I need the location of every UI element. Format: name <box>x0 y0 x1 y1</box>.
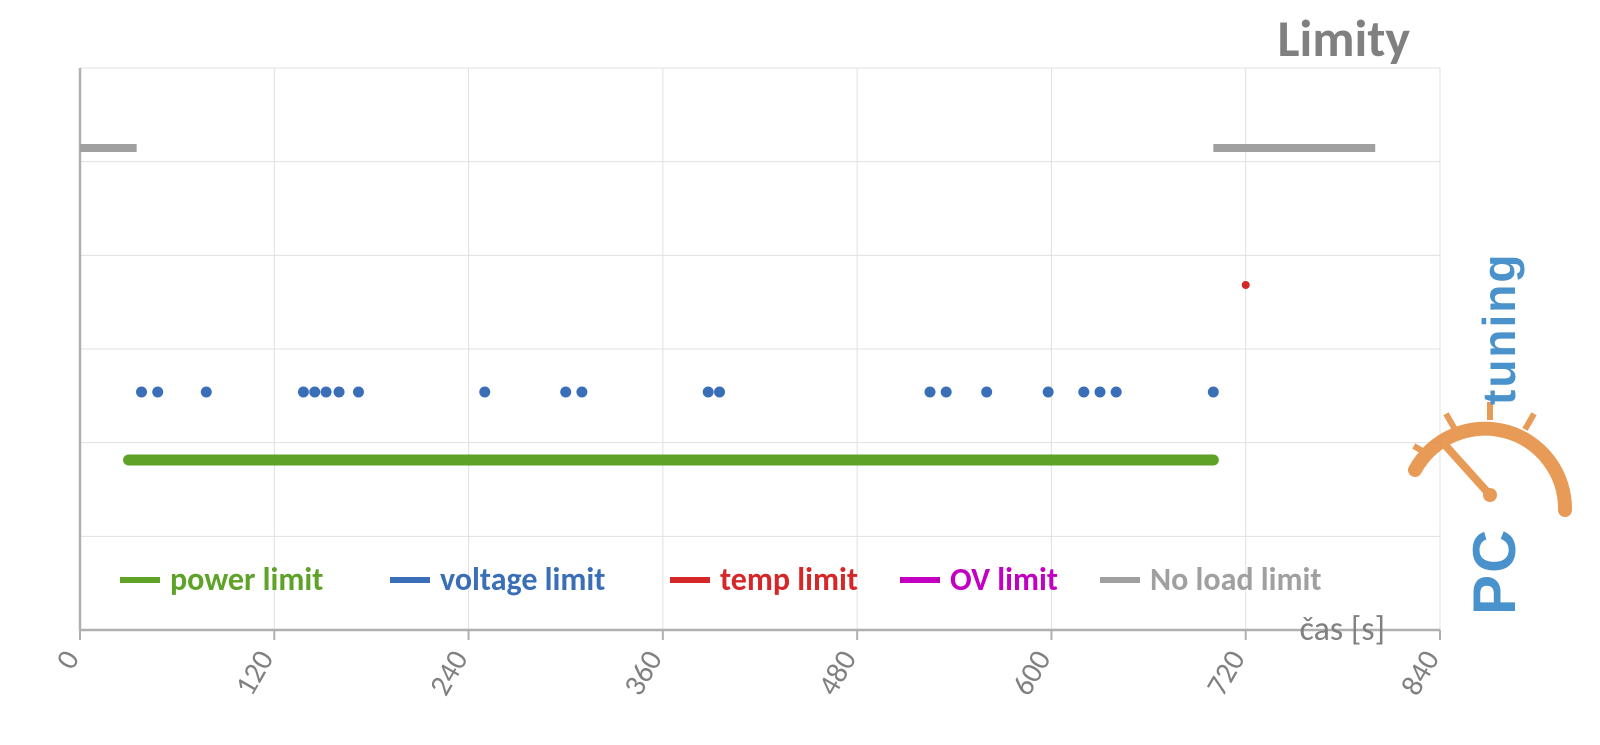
voltage-point <box>479 387 490 398</box>
voltage-point <box>925 387 936 398</box>
legend-label: OV limit <box>950 560 1058 599</box>
watermark-text-tuning: tuning <box>1473 253 1525 406</box>
voltage-point <box>136 387 147 398</box>
voltage-point <box>309 387 320 398</box>
grid <box>80 68 1440 630</box>
legend-label: No load limit <box>1150 560 1321 599</box>
x-tick-label: 600 <box>1004 644 1059 702</box>
legend-label: power limit <box>170 560 323 599</box>
x-tick-label: 360 <box>616 644 671 702</box>
voltage-point <box>576 387 587 398</box>
voltage-point <box>1095 387 1106 398</box>
voltage-point <box>1043 387 1054 398</box>
voltage-point <box>298 387 309 398</box>
voltage-point <box>1208 387 1219 398</box>
watermark-hand <box>1445 445 1490 495</box>
voltage-point <box>981 387 992 398</box>
limits-chart: 0 120 240 360 480 600 720 840 Limity čas [s] power… <box>0 0 1600 745</box>
voltage-point <box>152 387 163 398</box>
legend: power limit voltage limit temp limit OV lim… <box>120 560 1321 599</box>
watermark-tick <box>1525 414 1534 430</box>
x-tick-label: 120 <box>227 644 282 702</box>
voltage-point <box>714 387 725 398</box>
temp-point <box>1242 281 1250 289</box>
voltage-point <box>353 387 364 398</box>
voltage-point <box>1078 387 1089 398</box>
x-tick-label: 240 <box>422 644 477 702</box>
voltage-point <box>703 387 714 398</box>
x-tick-label: 840 <box>1393 644 1448 702</box>
voltage-point <box>321 387 332 398</box>
voltage-point <box>1111 387 1122 398</box>
watermark-text-pc: PC <box>1461 528 1528 615</box>
x-tick-label: 720 <box>1199 644 1254 702</box>
pctuning-watermark: tuning PC <box>1414 253 1565 616</box>
legend-label: temp limit <box>720 560 858 599</box>
legend-label: voltage limit <box>440 560 605 599</box>
voltage-point <box>941 387 952 398</box>
x-axis-label: čas [s] <box>1299 609 1385 650</box>
voltage-point <box>334 387 345 398</box>
chart-title: Limity <box>1278 6 1411 70</box>
voltage-point <box>560 387 571 398</box>
watermark-hub <box>1483 488 1497 502</box>
x-tick-label: 480 <box>810 644 865 702</box>
x-tick-label: 0 <box>48 644 88 676</box>
voltage-point <box>201 387 212 398</box>
watermark-tick <box>1446 414 1455 430</box>
